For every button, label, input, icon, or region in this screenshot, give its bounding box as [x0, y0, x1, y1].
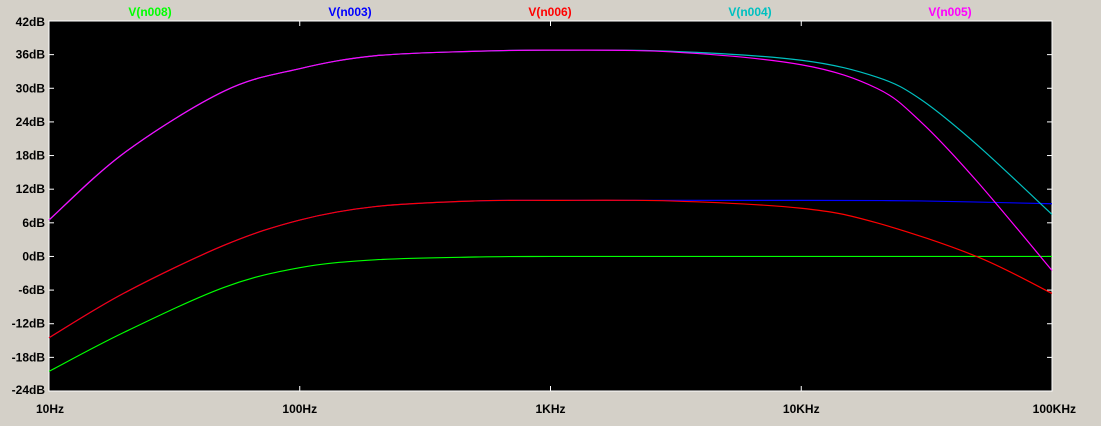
- y-tick-label: 0dB: [22, 249, 45, 263]
- y-axis: 42dB 36dB 30dB 24dB 18dB 12dB 6dB 0dB -6dB -12dB -…: [12, 15, 1052, 397]
- y-tick-label: 30dB: [16, 81, 46, 95]
- legend-label[interactable]: V(n003): [328, 5, 371, 19]
- legend-label[interactable]: V(n008): [128, 5, 171, 19]
- x-tick-label: 10Hz: [36, 402, 64, 416]
- y-tick-label: -18dB: [12, 350, 46, 364]
- y-tick-label: -6dB: [18, 283, 45, 297]
- x-axis: 10Hz 100Hz 1KHz 10KHz 100KHz: [36, 21, 1076, 416]
- y-tick-label: 42dB: [16, 15, 46, 29]
- y-tick-label: -12dB: [12, 317, 46, 331]
- y-tick-label: -24dB: [12, 383, 46, 397]
- x-tick-label: 1KHz: [535, 402, 565, 416]
- legend-label[interactable]: V(n006): [528, 5, 571, 19]
- series-line-v-n006[interactable]: [48, 199, 1053, 339]
- y-tick-label: 36dB: [16, 48, 46, 62]
- legend-label[interactable]: V(n004): [728, 5, 771, 19]
- series-line-v-n005[interactable]: [48, 49, 1053, 271]
- legend-label[interactable]: V(n005): [928, 5, 971, 19]
- y-tick-label: 12dB: [16, 182, 46, 196]
- series-lines: [48, 49, 1053, 372]
- x-tick-label: 100KHz: [1033, 402, 1076, 416]
- legend: V(n008) V(n003) V(n006) V(n004) V(n005): [128, 5, 971, 19]
- y-tick-label: 24dB: [16, 115, 46, 129]
- y-tick-label: 6dB: [22, 216, 45, 230]
- x-tick-label: 100Hz: [282, 402, 317, 416]
- series-line-v-n008[interactable]: [48, 255, 1052, 372]
- x-tick-label: 10KHz: [783, 402, 820, 416]
- plot-area[interactable]: [48, 20, 1053, 392]
- y-tick-label: 18dB: [16, 149, 46, 163]
